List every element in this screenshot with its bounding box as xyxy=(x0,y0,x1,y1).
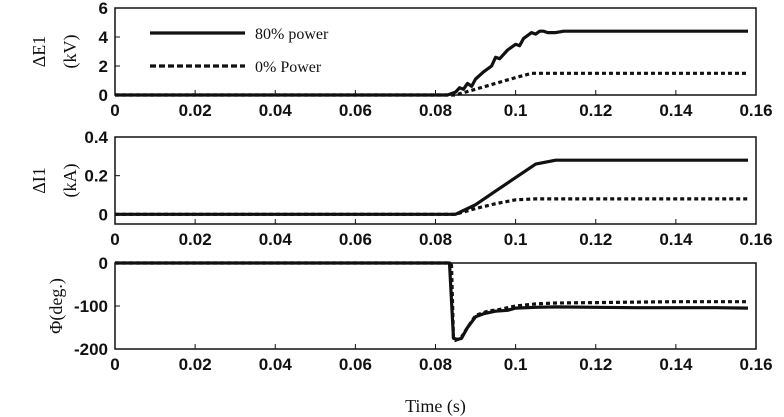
panel-1-xtick-label: 0.1 xyxy=(504,101,528,120)
panel-3-xtick-label: 0.1 xyxy=(504,355,528,374)
panel-2-yunit: (kA) xyxy=(60,164,81,198)
panel-2-line-series-2 xyxy=(115,197,748,216)
legend-label-2: 0% Power xyxy=(255,59,322,76)
panel-3-xtick-label: 0.14 xyxy=(659,355,693,374)
panel-3-xtick-label: 0.06 xyxy=(339,355,372,374)
x-axis-title: Time (s) xyxy=(405,396,466,417)
panel-3-xtick-label: 0.16 xyxy=(739,355,772,374)
panel-3-ylabel: Φ(deg.) xyxy=(46,278,67,334)
panel-2-ytick-label: 0.2 xyxy=(84,167,108,186)
panel-3-ytick-label: -200 xyxy=(74,340,108,359)
panel-2-ytick-label: 0.4 xyxy=(84,128,108,147)
panel-2-xtick-label: 0.1 xyxy=(504,230,528,249)
panel-3-line-series-2 xyxy=(115,261,748,342)
panel-1-ytick-label: 4 xyxy=(99,28,109,47)
panel-2-xtick-label: 0.14 xyxy=(659,230,693,249)
panel-1-ylabel: ΔE1 xyxy=(29,36,49,68)
panel-3-frame xyxy=(114,262,757,350)
panel-2-xtick-label: 0.02 xyxy=(179,230,212,249)
panel-3-xtick-label: 0.12 xyxy=(579,355,612,374)
panel-1-line-80-power xyxy=(115,29,748,97)
panel-1-yunit: (kV) xyxy=(60,35,81,69)
panel-3-ytick-label: 0 xyxy=(99,254,108,273)
panel-1-ytick-label: 2 xyxy=(99,57,108,76)
panel-2-xtick-label: 0.06 xyxy=(339,230,372,249)
panel-2-frame xyxy=(114,136,757,225)
panel-1-xtick-label: 0.08 xyxy=(419,101,452,120)
panel-2-xtick-label: 0.08 xyxy=(419,230,452,249)
panel-1-xtick-label: 0.16 xyxy=(739,101,772,120)
panel-1-frame xyxy=(114,7,757,96)
panel-1-xtick-label: 0 xyxy=(110,101,119,120)
panel-1-xtick-label: 0.12 xyxy=(579,101,612,120)
panel-3-xtick-label: 0.04 xyxy=(259,355,293,374)
panel-3-xtick-label: 0 xyxy=(110,355,119,374)
panel-2-xtick-label: 0.12 xyxy=(579,230,612,249)
panel-2-line-series-1 xyxy=(115,158,748,216)
panel-2-ylabel: ΔI1 xyxy=(29,167,49,194)
panel-2-ytick-label: 0 xyxy=(99,205,108,224)
panel-2-xtick-label: 0.16 xyxy=(739,230,772,249)
panel-1-xtick-label: 0.02 xyxy=(179,101,212,120)
panel-1-xtick-label: 0.04 xyxy=(259,101,293,120)
panel-3-ytick-label: -100 xyxy=(74,297,108,316)
panel-3-xtick-label: 0.08 xyxy=(419,355,452,374)
panel-1-ytick-label: 0 xyxy=(99,86,108,105)
panel-1-xtick-label: 0.06 xyxy=(339,101,372,120)
panel-3-xtick-label: 0.02 xyxy=(179,355,212,374)
panel-2-xtick-label: 0.04 xyxy=(259,230,293,249)
panel-1-ytick-label: 6 xyxy=(99,0,108,18)
panel-1-line-0-power xyxy=(115,71,748,97)
panel-2-xtick-label: 0 xyxy=(110,230,119,249)
legend-label-1: 80% power xyxy=(255,26,329,43)
panel-1-xtick-label: 0.14 xyxy=(659,101,693,120)
